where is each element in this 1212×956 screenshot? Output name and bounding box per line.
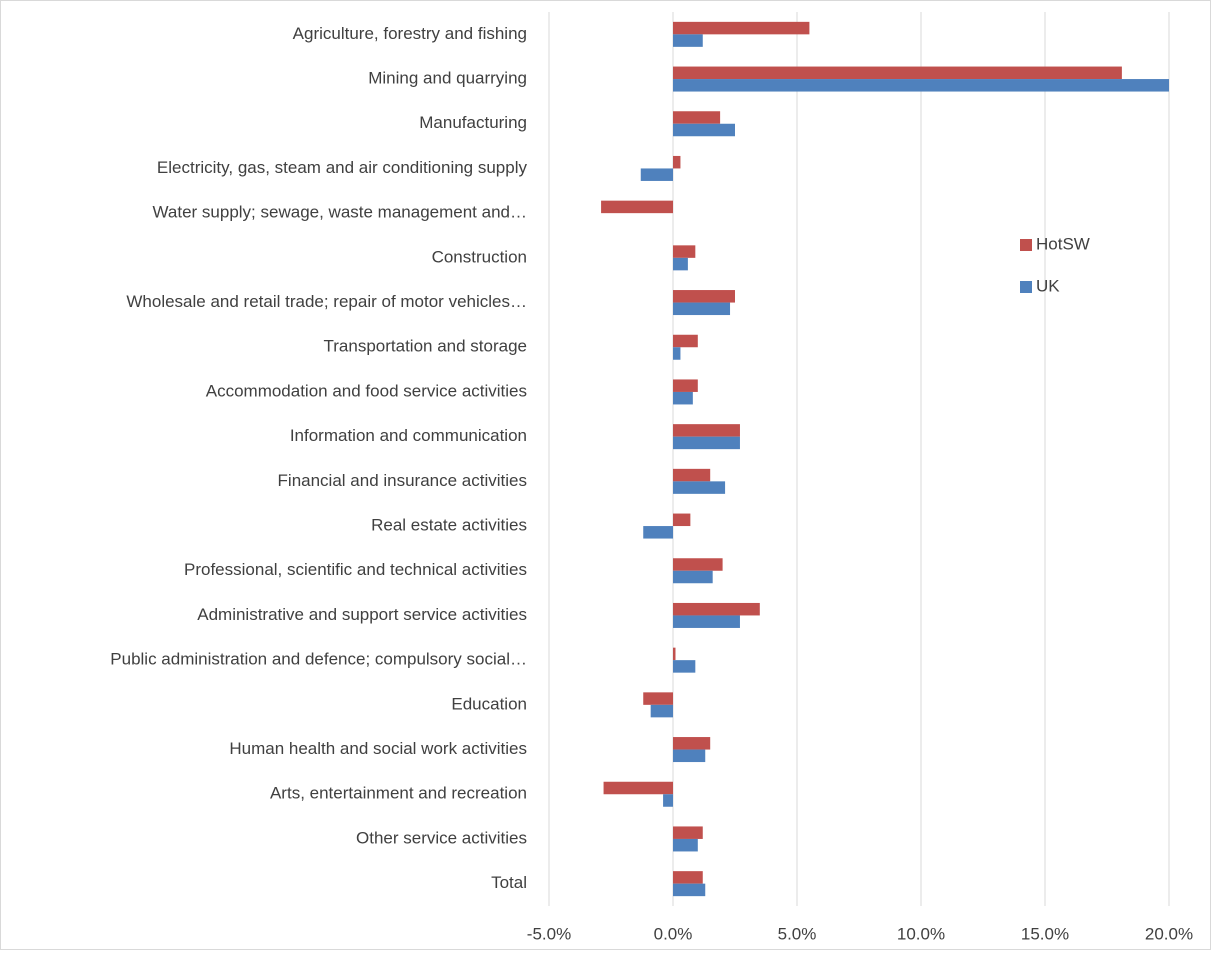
bar: [640, 168, 673, 181]
legend-label: UK: [1036, 276, 1060, 295]
y-tick-label: Professional, scientific and technical a…: [184, 560, 527, 579]
bar: [673, 79, 1169, 92]
bar: [673, 379, 698, 392]
bar: [663, 794, 673, 807]
bar: [673, 660, 696, 673]
bar: [673, 737, 711, 750]
bar: [673, 290, 735, 303]
bar: [673, 826, 703, 839]
bar: [673, 615, 740, 628]
bar: [643, 526, 673, 539]
bar: [673, 436, 740, 450]
bar: [673, 647, 676, 661]
bar: [650, 704, 673, 718]
bar: [673, 123, 735, 137]
bar: [673, 558, 723, 571]
bar: [673, 871, 703, 884]
y-tick-label: Arts, entertainment and recreation: [270, 784, 527, 803]
bar: [673, 602, 760, 616]
y-tick-label: Manufacturing: [419, 113, 527, 132]
x-tick-label: 10.0%: [897, 924, 945, 943]
y-tick-label: Electricity, gas, steam and air conditio…: [157, 158, 528, 177]
bar: [673, 468, 711, 482]
x-tick-label: 0.0%: [654, 924, 693, 943]
bar: [673, 21, 810, 35]
bar: [673, 111, 721, 124]
y-tick-label: Education: [451, 694, 527, 713]
bar: [673, 34, 703, 47]
bar: [673, 155, 681, 169]
bar: [643, 692, 673, 705]
x-tick-label: 5.0%: [778, 924, 817, 943]
bar: [673, 66, 1122, 80]
bar: [673, 424, 740, 437]
y-tick-label: Financial and insurance activities: [278, 471, 527, 490]
y-tick-label: Wholesale and retail trade; repair of mo…: [126, 292, 527, 311]
y-tick-label: Agriculture, forestry and fishing: [293, 24, 527, 43]
bar: [603, 781, 673, 795]
bar: [673, 883, 706, 897]
legend-swatch: [1020, 239, 1032, 251]
bar: [673, 570, 713, 584]
legend-label: HotSW: [1036, 234, 1090, 253]
bar: [673, 391, 693, 405]
bar: [673, 334, 698, 348]
bar: [673, 749, 706, 763]
bar: [673, 481, 726, 494]
y-tick-label: Administrative and support service activ…: [197, 605, 527, 624]
y-tick-label: Other service activities: [356, 828, 527, 847]
bar: [673, 513, 691, 527]
x-tick-label: 20.0%: [1145, 924, 1193, 943]
y-tick-label: Construction: [432, 247, 527, 266]
y-tick-label: Transportation and storage: [324, 337, 528, 356]
y-tick-label: Public administration and defence; compu…: [110, 650, 527, 669]
x-tick-label: 15.0%: [1021, 924, 1069, 943]
y-tick-label: Total: [491, 873, 527, 892]
bar: [673, 302, 731, 316]
bar: [673, 838, 698, 852]
y-tick-label: Human health and social work activities: [229, 739, 527, 758]
y-tick-label: Information and communication: [290, 426, 527, 445]
legend-swatch: [1020, 281, 1032, 293]
bar: [673, 347, 681, 360]
y-tick-label: Mining and quarrying: [368, 69, 527, 88]
bar: [601, 200, 673, 214]
x-tick-label: -5.0%: [527, 924, 571, 943]
y-tick-label: Real estate activities: [371, 516, 527, 535]
y-tick-label: Accommodation and food service activitie…: [206, 381, 527, 400]
bar: [673, 245, 696, 258]
bar: [673, 257, 688, 271]
y-tick-label: Water supply; sewage, waste management a…: [152, 203, 527, 222]
